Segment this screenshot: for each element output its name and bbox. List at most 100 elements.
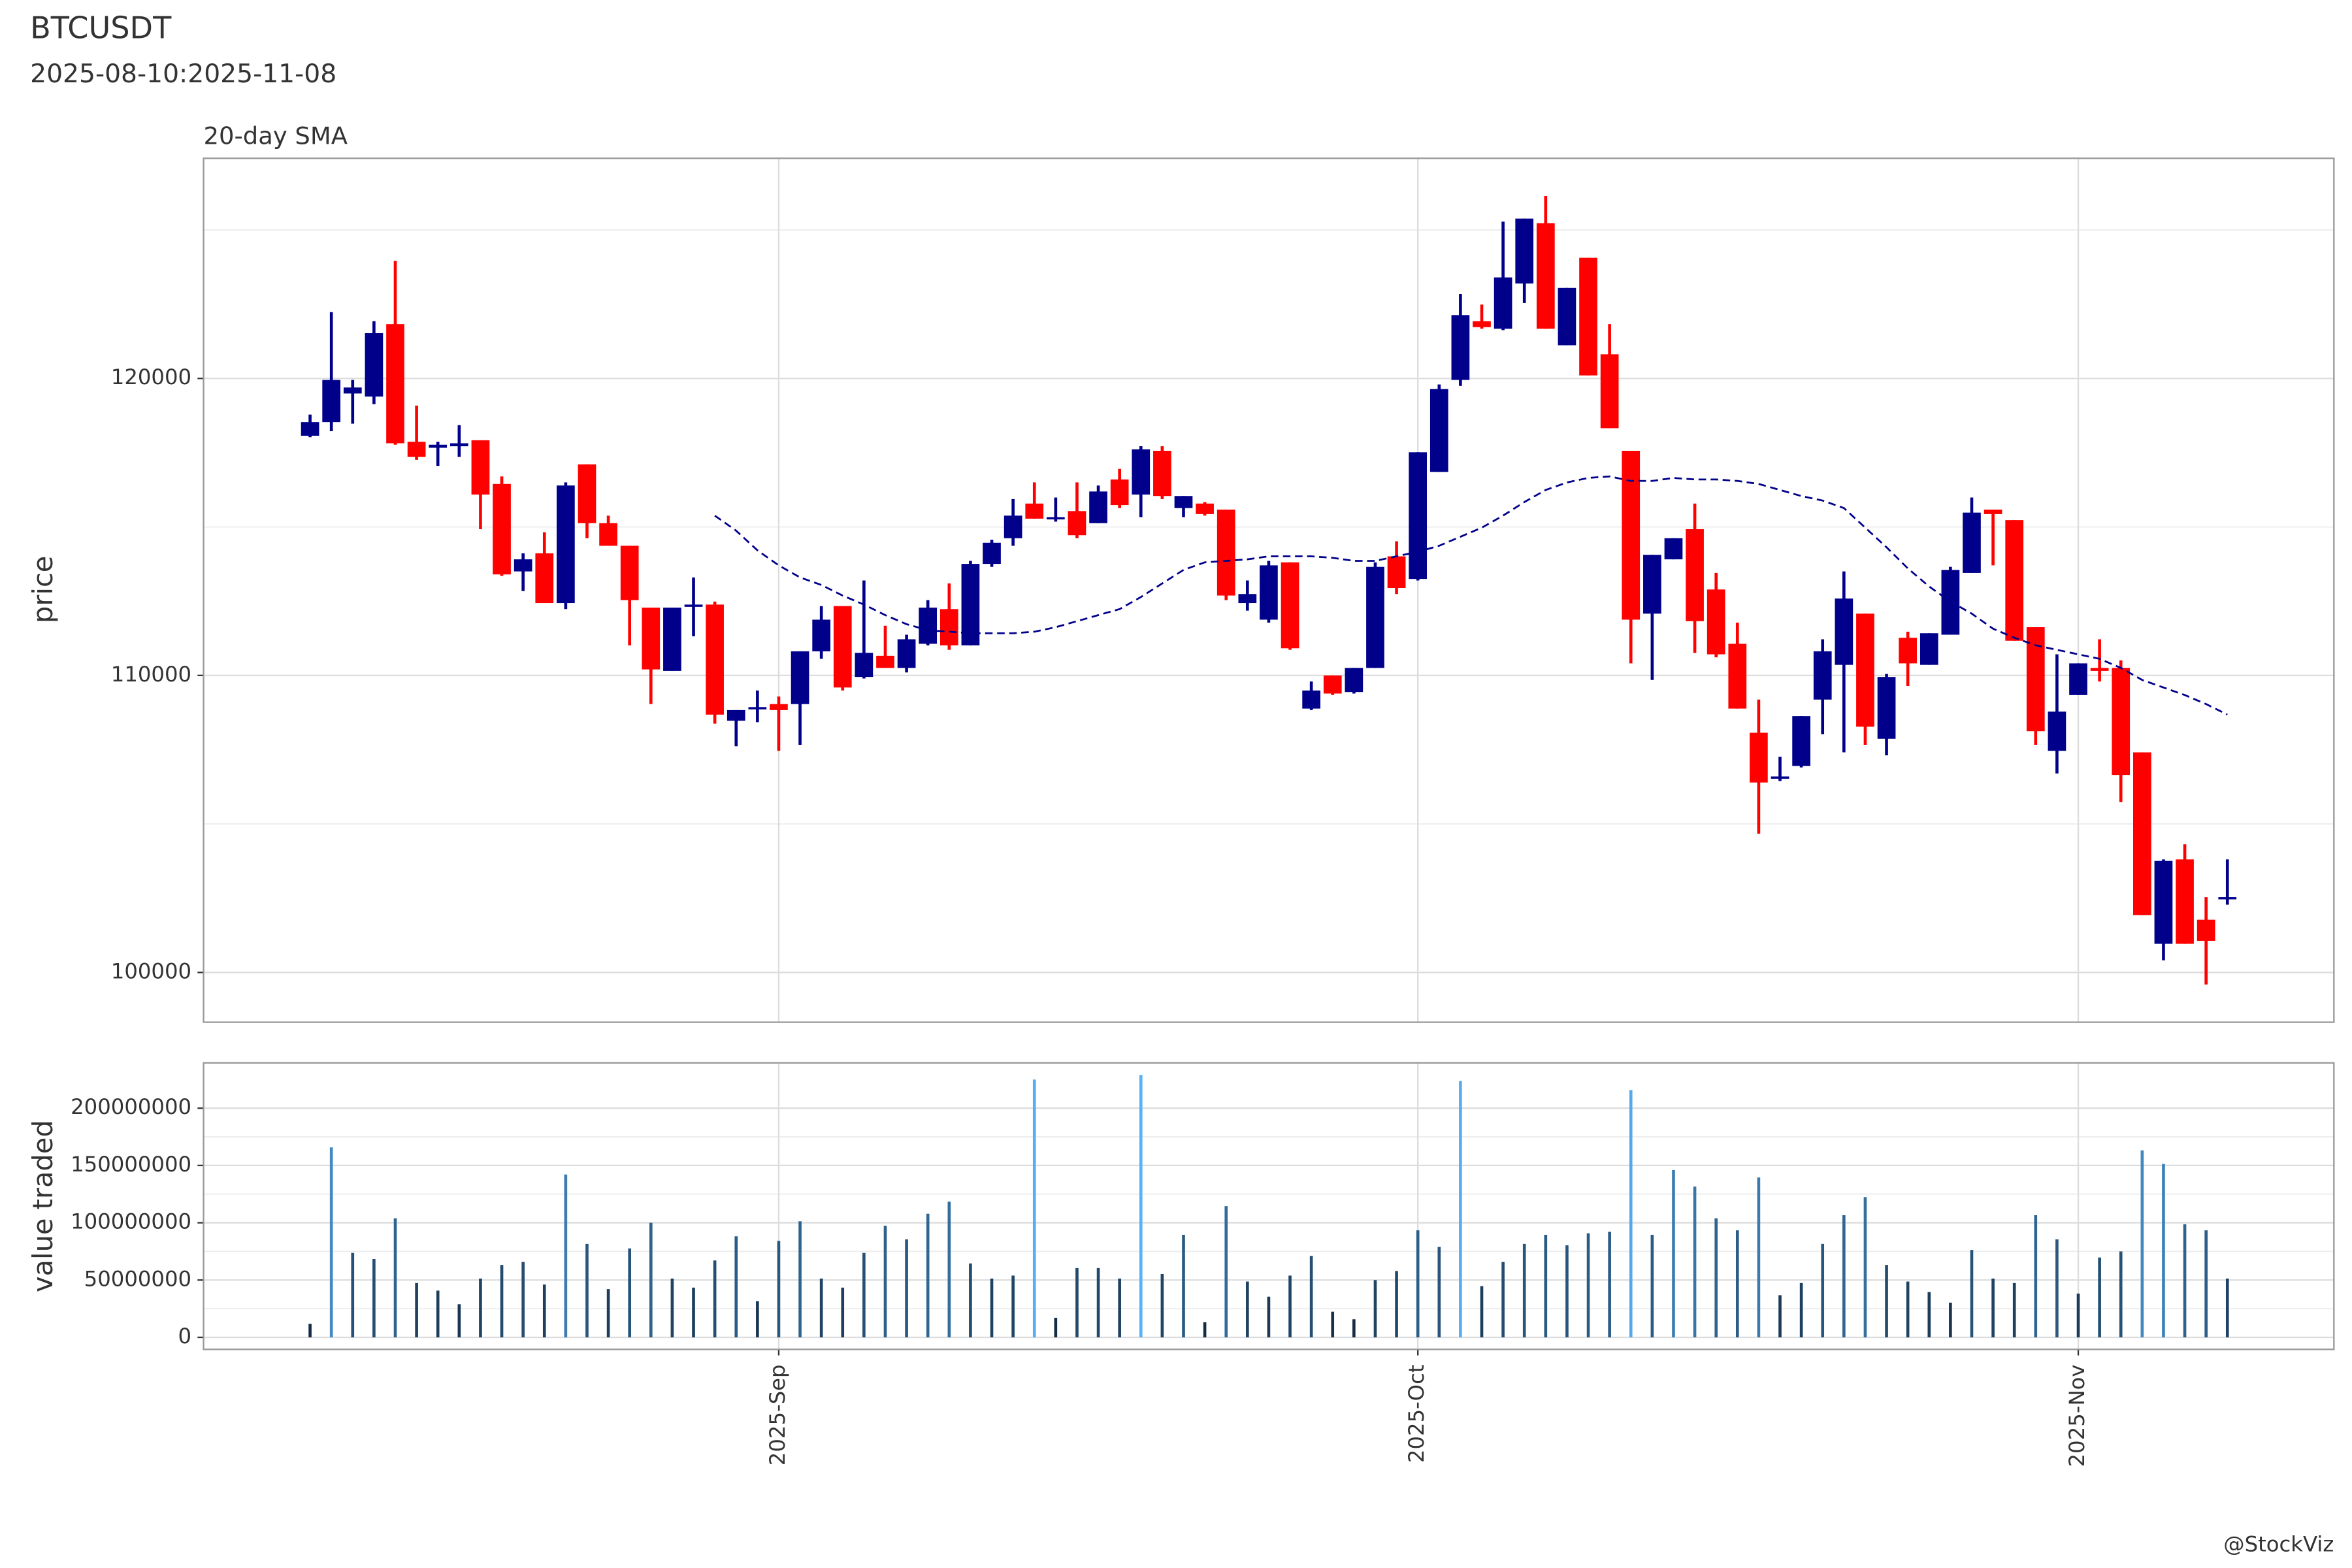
volume-bar <box>2162 1164 2165 1337</box>
volume-bar <box>2183 1224 2187 1337</box>
volume-bar <box>2012 1282 2016 1337</box>
candle-body <box>493 483 511 575</box>
volume-bar <box>1672 1169 1675 1337</box>
volume-bar <box>1395 1271 1398 1337</box>
volume-bar <box>436 1290 440 1337</box>
candle-body <box>1345 668 1364 693</box>
volume-bar <box>1608 1232 1611 1337</box>
volume-bar <box>905 1239 908 1337</box>
y-tick-label: 110000 <box>111 662 191 687</box>
chart-subtitle: 2025-08-10:2025-11-08 <box>30 59 336 89</box>
volume-bar <box>1885 1265 1888 1337</box>
y-tick-label: 150000000 <box>71 1152 191 1177</box>
volume-bar <box>500 1265 504 1337</box>
volume-bar <box>415 1282 418 1337</box>
candle-body <box>407 442 426 457</box>
candle-body <box>2048 711 2066 751</box>
candle-body <box>812 619 831 651</box>
volume-bar <box>2076 1293 2080 1337</box>
candle-body <box>2154 860 2173 944</box>
volume-bar <box>798 1221 802 1337</box>
x-tick-label: 2025-Nov <box>2065 1364 2089 1467</box>
volume-bar <box>351 1252 355 1337</box>
candle-body <box>1515 218 1534 284</box>
candle-body <box>1899 638 1917 664</box>
candle-body <box>1643 555 1661 614</box>
candle-body <box>855 653 874 678</box>
candle-body <box>2069 663 2087 695</box>
volume-bar <box>1246 1281 1249 1337</box>
candle-body <box>983 542 1001 564</box>
candle-body <box>706 604 724 715</box>
volume-bar <box>1757 1177 1761 1337</box>
candle-body <box>1089 491 1107 523</box>
volume-bar <box>1693 1186 1697 1337</box>
candle-body <box>1686 529 1704 621</box>
candle-body <box>301 422 319 436</box>
volume-bar <box>756 1301 759 1337</box>
volume-bar <box>862 1252 866 1337</box>
volume-bar <box>1799 1282 1803 1337</box>
candle-body <box>1919 633 1938 665</box>
candle-body <box>663 608 681 671</box>
volume-bar <box>2034 1215 2038 1337</box>
volume-bar <box>2119 1251 2123 1337</box>
volume-bar <box>926 1213 930 1337</box>
candle-body <box>557 485 575 604</box>
candle-body <box>620 546 639 600</box>
candle-body <box>1025 503 1044 519</box>
volume-bar <box>1032 1079 1036 1337</box>
volume-bar <box>1522 1243 1526 1337</box>
y-axis-title: value traded <box>27 1120 59 1292</box>
volume-bar <box>521 1262 525 1337</box>
volume-bar <box>1352 1319 1356 1337</box>
volume-bar <box>1842 1215 1846 1337</box>
candle-body <box>1260 565 1278 620</box>
candle-body <box>1558 287 1576 346</box>
candle-body <box>919 608 938 644</box>
volume-bar <box>1544 1235 1548 1337</box>
y-axis-title: price <box>27 556 59 623</box>
candle-body <box>322 380 341 423</box>
candle-body <box>2218 897 2237 900</box>
volume-bar <box>1991 1278 1995 1337</box>
volume-bar <box>1331 1311 1335 1337</box>
volume-bar <box>1118 1278 1121 1337</box>
volume-bar <box>1203 1322 1207 1337</box>
volume-bar <box>1075 1267 1079 1337</box>
panel-border <box>203 1062 2335 1350</box>
volume-bar <box>457 1304 461 1337</box>
candle-body <box>642 608 661 670</box>
volume-bar <box>947 1201 951 1337</box>
caption: @StockViz <box>2223 1531 2334 1556</box>
panel-title: 20-day SMA <box>204 122 348 150</box>
volume-bar <box>1416 1230 1420 1337</box>
volume-bar <box>1011 1275 1015 1337</box>
candle-body <box>1068 511 1086 536</box>
candle-body <box>1153 450 1171 497</box>
candle-body <box>1451 315 1470 380</box>
candle-body <box>1728 644 1747 709</box>
volume-bar <box>1224 1206 1228 1337</box>
volume-bar <box>372 1259 376 1337</box>
candle-body <box>1984 509 2002 514</box>
candle-body <box>1281 562 1299 649</box>
candle-body <box>1494 277 1512 329</box>
candle-body <box>1302 690 1320 709</box>
candle-body <box>1707 589 1725 655</box>
volume-bar <box>1863 1197 1867 1337</box>
volume-bar <box>883 1226 887 1337</box>
volume-bar <box>1139 1075 1143 1337</box>
candle-body <box>2005 520 2024 641</box>
volume-bar <box>692 1287 695 1337</box>
candle-body <box>2112 668 2131 776</box>
volume-bar <box>2225 1278 2229 1337</box>
volume-bar <box>1309 1256 1313 1337</box>
candle-body <box>1323 675 1342 694</box>
volume-bar <box>969 1263 972 1337</box>
candle-body <box>365 333 384 397</box>
candle-body <box>1473 321 1491 327</box>
volume-bar <box>329 1147 333 1337</box>
candle-body <box>1792 716 1810 766</box>
